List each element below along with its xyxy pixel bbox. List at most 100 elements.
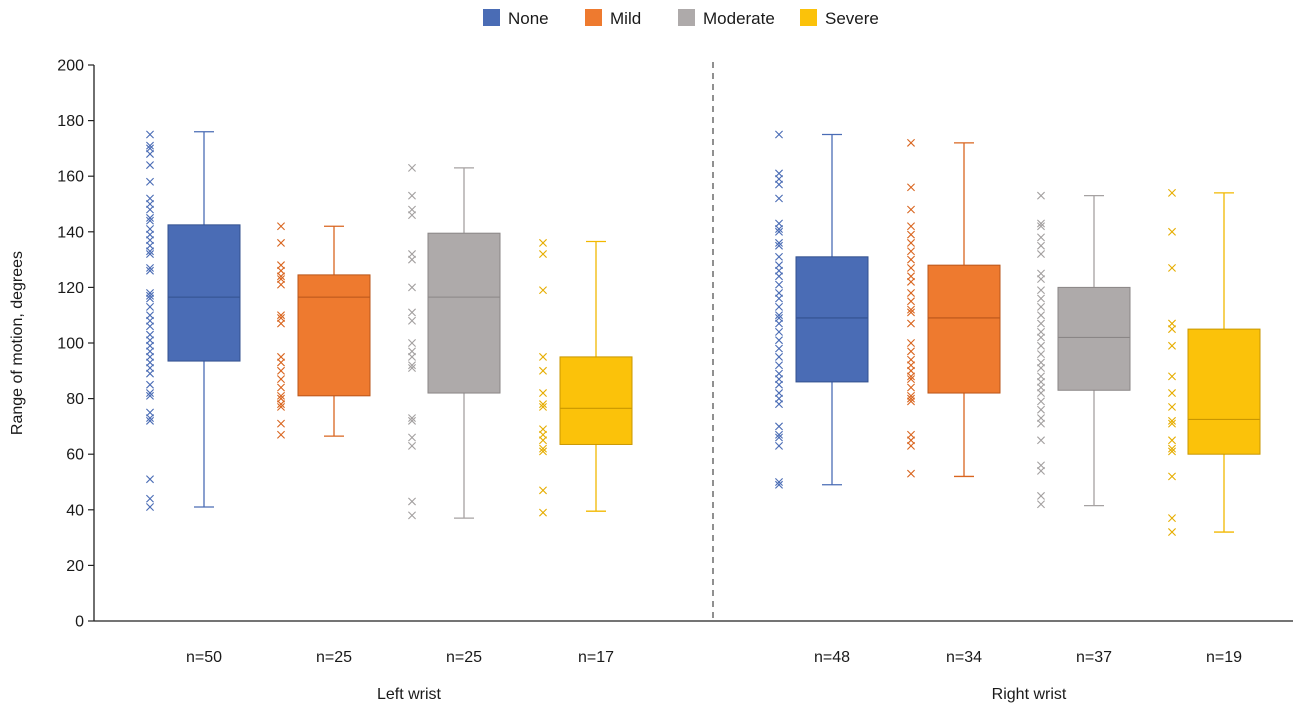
data-point: [277, 238, 285, 247]
data-point-stroke-b: [775, 130, 783, 139]
data-point-stroke-b: [1037, 302, 1045, 311]
data-point-stroke-b: [1037, 219, 1045, 228]
data-point-stroke-b: [907, 247, 915, 256]
box-group-left-wrist-severe: [539, 238, 633, 517]
data-point-stroke-b: [1037, 311, 1045, 320]
data-point-stroke-b: [539, 389, 547, 398]
data-point-stroke-b: [277, 238, 285, 247]
data-point-stroke-b: [277, 402, 285, 411]
data-point: [408, 414, 416, 423]
data-point: [775, 294, 783, 303]
data-point-stroke-b: [408, 316, 416, 325]
data-point: [539, 486, 547, 495]
data-point-stroke-b: [1037, 275, 1045, 284]
legend-swatch-moderate: [678, 9, 695, 26]
data-point: [1037, 350, 1045, 359]
data-point: [1168, 227, 1176, 236]
data-point: [277, 400, 285, 409]
data-point-stroke-b: [539, 238, 547, 247]
data-point-stroke-b: [1168, 227, 1176, 236]
data-point-stroke-b: [408, 308, 416, 317]
y-tick-label-120: 120: [57, 280, 84, 297]
n-label-left-wrist-mild: n=25: [316, 649, 352, 666]
data-point-stroke-b: [539, 444, 547, 453]
n-label-left-wrist-none: n=50: [186, 649, 222, 666]
data-point: [907, 263, 915, 272]
legend-label-moderate: Moderate: [703, 9, 775, 28]
data-point-stroke-b: [775, 480, 783, 489]
data-point-stroke-b: [1168, 419, 1176, 428]
data-point-stroke-b: [907, 205, 915, 214]
data-point-stroke-b: [775, 478, 783, 486]
data-point: [1037, 250, 1045, 259]
data-point-stroke-b: [539, 402, 547, 411]
data-point-stroke-b: [146, 322, 154, 331]
data-point: [775, 311, 783, 320]
data-point-stroke-b: [1037, 191, 1045, 200]
data-point-stroke-b: [775, 361, 783, 370]
data-point-stroke-b: [775, 430, 783, 439]
data-point-stroke-b: [907, 319, 915, 328]
data-point-stroke-b: [1168, 472, 1176, 481]
data-point-stroke-b: [775, 336, 783, 345]
data-point-stroke-b: [408, 283, 416, 292]
n-label-left-wrist-severe: n=17: [578, 649, 614, 666]
data-point: [146, 294, 154, 303]
plot-area: [94, 62, 1293, 622]
data-point-stroke-b: [775, 241, 783, 250]
data-point-stroke-b: [408, 441, 416, 450]
y-tick-label-160: 160: [57, 169, 84, 186]
data-point-stroke-b: [775, 344, 783, 353]
data-point-stroke-b: [408, 511, 416, 520]
data-point-stroke-b: [146, 475, 154, 484]
data-point: [277, 222, 285, 231]
data-point: [408, 255, 416, 264]
data-point: [408, 211, 416, 220]
data-point: [775, 361, 783, 370]
data-point-stroke-b: [539, 486, 547, 495]
data-point: [775, 400, 783, 409]
data-point-stroke-b: [1037, 500, 1045, 509]
data-point: [907, 339, 915, 347]
data-point: [1168, 341, 1176, 350]
data-point: [146, 391, 154, 400]
data-point-stroke-b: [539, 436, 547, 445]
group-label-left-wrist: Left wrist: [377, 686, 442, 703]
data-point: [907, 308, 915, 317]
box-iqr: [1057, 286, 1131, 391]
data-point-stroke-b: [539, 400, 547, 409]
data-point: [1168, 528, 1176, 537]
data-point-stroke-b: [146, 130, 154, 139]
data-point-stroke-b: [539, 250, 547, 259]
data-point-stroke-b: [408, 352, 416, 361]
data-point: [907, 397, 915, 406]
data-point-stroke-b: [1037, 389, 1045, 398]
data-point: [146, 494, 154, 503]
data-point: [775, 352, 783, 361]
data-point-stroke-b: [539, 352, 547, 361]
data-point: [146, 213, 154, 222]
data-point-stroke-b: [146, 263, 154, 272]
data-point-stroke-b: [539, 366, 547, 375]
data-point-stroke-b: [775, 422, 783, 431]
data-point: [775, 480, 783, 489]
data-point: [1037, 405, 1045, 414]
data-point-stroke-b: [907, 222, 915, 231]
data-point: [907, 222, 915, 231]
data-point: [1168, 419, 1176, 428]
data-point-stroke-b: [775, 400, 783, 409]
data-point-stroke-b: [1037, 405, 1045, 414]
data-point-stroke-b: [1168, 372, 1176, 381]
data-point-stroke-b: [146, 369, 154, 378]
y-axis-title: Range of motion, degrees: [9, 251, 26, 435]
data-point-stroke-b: [146, 302, 154, 311]
data-point-stroke-b: [907, 263, 915, 272]
data-point: [146, 414, 154, 423]
data-point: [907, 305, 915, 314]
data-point: [1037, 389, 1045, 398]
data-point: [1168, 263, 1176, 272]
data-point-stroke-b: [1168, 389, 1176, 398]
data-point-stroke-b: [408, 339, 416, 347]
data-point-stroke-b: [146, 391, 154, 400]
data-point: [408, 283, 416, 292]
